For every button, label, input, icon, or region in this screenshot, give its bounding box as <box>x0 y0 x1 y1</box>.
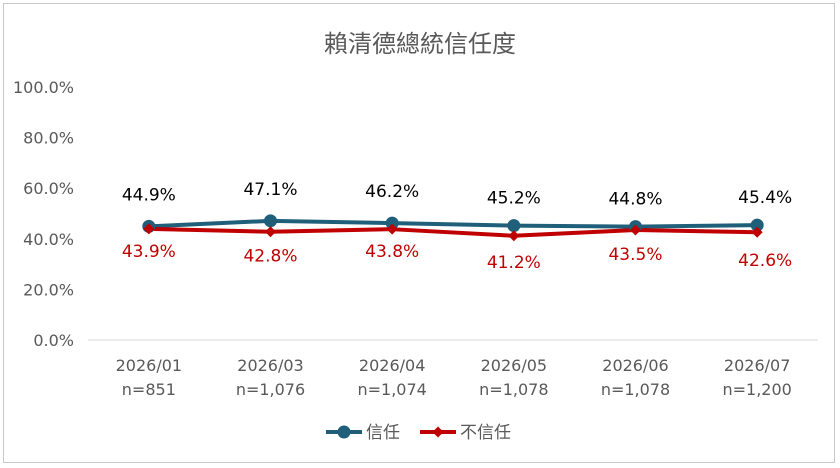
y-tick-label: 60.0% <box>23 179 74 198</box>
data-label-trust: 44.9% <box>122 185 176 205</box>
x-tick-label: 2026/05 <box>481 356 547 375</box>
x-tick-sublabel: n=851 <box>122 380 176 399</box>
y-tick-label: 20.0% <box>23 280 74 299</box>
data-point-distrust <box>751 226 763 238</box>
legend-label-trust: 信任 <box>366 423 400 443</box>
data-label-trust: 45.4% <box>738 188 792 208</box>
data-label-trust: 46.2% <box>365 182 419 202</box>
y-tick-label: 0.0% <box>33 331 74 350</box>
y-tick-label: 80.0% <box>23 129 74 148</box>
series-line-distrust <box>148 226 758 238</box>
data-label-distrust: 43.8% <box>365 242 419 262</box>
legend-marker-distrust <box>432 426 444 438</box>
data-label-distrust: 42.8% <box>243 247 297 267</box>
y-tick-label: 100.0% <box>13 78 74 97</box>
data-point-trust <box>385 216 399 230</box>
data-point-distrust <box>143 223 155 235</box>
x-tick-label: 2026/07 <box>724 356 790 375</box>
x-tick-label: 2026/03 <box>237 356 303 375</box>
data-point-distrust <box>630 224 641 236</box>
x-tick-sublabel: n=1,076 <box>236 380 305 399</box>
data-point-trust <box>507 219 521 233</box>
data-point-distrust <box>386 223 398 235</box>
data-point-distrust <box>508 230 520 242</box>
chart-title: 賴清德總統信任度 <box>324 30 516 58</box>
data-label-distrust: 42.6% <box>738 251 792 271</box>
x-tick-sublabel: n=1,078 <box>601 380 670 399</box>
data-label-trust: 45.2% <box>487 189 541 209</box>
data-point-trust <box>750 218 764 232</box>
data-label-trust: 44.8% <box>608 190 662 210</box>
data-label-trust: 47.1% <box>243 180 297 200</box>
x-tick-label: 2026/04 <box>359 356 425 375</box>
x-tick-label: 2026/06 <box>602 356 668 375</box>
x-tick-label: 2026/01 <box>116 356 182 375</box>
legend-label-distrust: 不信任 <box>460 423 511 443</box>
data-point-trust <box>264 214 277 228</box>
series-line-trust <box>148 218 758 229</box>
data-label-distrust: 41.2% <box>487 253 541 273</box>
x-tick-sublabel: n=1,200 <box>722 380 791 399</box>
data-point-distrust <box>265 226 276 238</box>
x-tick-sublabel: n=1,074 <box>357 380 426 399</box>
x-tick-sublabel: n=1,078 <box>479 380 548 399</box>
data-label-distrust: 43.5% <box>608 245 662 265</box>
y-tick-label: 40.0% <box>23 230 74 249</box>
data-label-distrust: 43.9% <box>122 242 176 262</box>
legend-marker-trust <box>337 425 351 439</box>
